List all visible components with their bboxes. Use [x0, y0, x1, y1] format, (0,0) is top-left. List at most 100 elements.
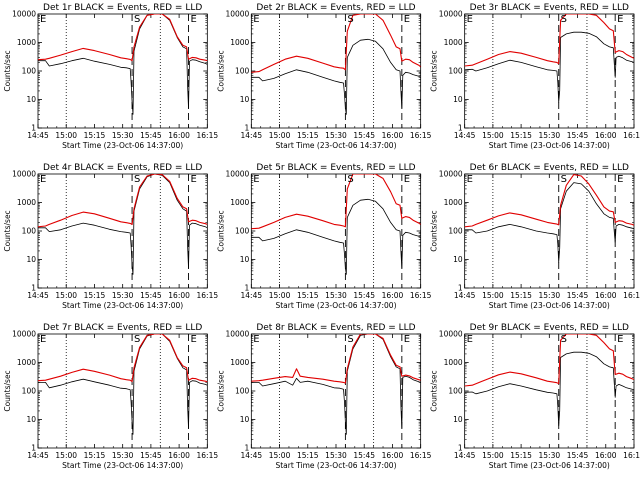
lld-series-line — [251, 14, 421, 73]
events-series-line — [251, 334, 421, 435]
x-tick-label: 16:00 — [382, 291, 404, 300]
x-tick-label: 16:15 — [197, 291, 219, 300]
y-tick-label: 10000 — [439, 170, 463, 179]
flag-label: S — [347, 174, 353, 185]
x-tick-label: 15:45 — [567, 451, 589, 460]
plot-frame — [250, 333, 422, 449]
x-axis-label: Start Time (23-Oct-06 14:37:00) — [489, 461, 610, 470]
flag-label: E — [190, 334, 196, 345]
x-tick-label: 15:45 — [567, 131, 589, 140]
x-tick-label: 16:00 — [382, 131, 404, 140]
y-axis-label: Counts/sec — [430, 370, 439, 411]
flag-label: E — [40, 334, 46, 345]
y-axis-label: Counts/sec — [216, 50, 225, 91]
x-tick-label: 14:45 — [454, 291, 476, 300]
x-axis-label: Start Time (23-Oct-06 14:37:00) — [62, 141, 183, 150]
x-tick-label: 15:00 — [55, 131, 77, 140]
y-tick-label: 1 — [245, 284, 250, 293]
plot-frame — [464, 173, 635, 289]
x-tick-label: 15:45 — [353, 291, 375, 300]
detector-panel: Det 3r BLACK = Events, RED = LLD 1 10 100 10… — [430, 3, 640, 150]
x-tick-label: 15:45 — [353, 131, 375, 140]
flag-label: E — [190, 174, 196, 185]
x-tick-label: 15:45 — [567, 291, 589, 300]
y-tick-label: 1000 — [17, 198, 36, 207]
y-tick-label: 100 — [235, 227, 250, 236]
x-tick-label: 16:15 — [197, 131, 219, 140]
x-tick-label: 15:15 — [297, 451, 319, 460]
events-series-line — [251, 38, 421, 115]
y-tick-label: 100 — [448, 227, 463, 236]
events-series-line — [38, 334, 208, 435]
panel-title: Det 9r BLACK = Events, RED = LLD — [470, 323, 629, 333]
y-tick-label: 1000 — [230, 38, 249, 47]
x-tick-label: 15:15 — [84, 131, 106, 140]
events-series-line — [38, 14, 208, 115]
x-axis-label: Start Time (23-Oct-06 14:37:00) — [275, 461, 396, 470]
y-axis-label: Counts/sec — [430, 50, 439, 91]
flag-label: S — [347, 14, 353, 25]
flag-label: E — [40, 174, 46, 185]
y-tick-label: 10000 — [12, 10, 36, 19]
x-tick-label: 15:45 — [140, 291, 162, 300]
plot-frame — [37, 13, 208, 129]
y-tick-label: 10 — [26, 415, 36, 424]
flag-label: E — [253, 14, 259, 25]
plot-frame — [464, 333, 635, 449]
events-series-line — [464, 31, 634, 103]
lld-series-line — [464, 174, 634, 228]
flag-label: S — [561, 14, 567, 25]
events-series-line — [251, 198, 421, 275]
flag-label: S — [561, 174, 567, 185]
detector-panel: Det 1r BLACK = Events, RED = LLD 1 10 100 10… — [3, 3, 218, 150]
x-tick-label: 15:00 — [55, 291, 77, 300]
y-tick-label: 10000 — [439, 10, 463, 19]
y-tick-label: 10 — [453, 415, 463, 424]
flag-label: S — [561, 334, 567, 345]
x-tick-label: 15:15 — [297, 131, 319, 140]
x-tick-label: 16:15 — [197, 451, 219, 460]
lld-series-line — [464, 14, 634, 67]
flag-label: E — [467, 14, 473, 25]
flag-label: S — [134, 174, 140, 185]
x-tick-label: 16:00 — [595, 131, 617, 140]
y-tick-label: 1000 — [230, 198, 249, 207]
flag-label: E — [253, 174, 259, 185]
detector-panel: Det 4r BLACK = Events, RED = LLD 1 10 100 10… — [3, 163, 218, 310]
lld-series-line — [38, 174, 208, 228]
flag-label: E — [617, 174, 623, 185]
x-tick-label: 16:15 — [623, 131, 640, 140]
flag-label: E — [617, 334, 623, 345]
y-tick-label: 10000 — [225, 170, 249, 179]
flag-label: S — [134, 334, 140, 345]
flag-label: E — [190, 14, 196, 25]
x-tick-label: 15:15 — [510, 451, 532, 460]
flag-label: S — [347, 334, 353, 345]
plot-frame — [250, 13, 422, 129]
panel-title: Det 2r BLACK = Events, RED = LLD — [256, 3, 415, 13]
x-tick-label: 15:15 — [84, 291, 106, 300]
y-axis-label: Counts/sec — [3, 50, 12, 91]
events-series-line — [38, 174, 208, 275]
plot-frame — [250, 173, 422, 289]
detector-panel: Det 9r BLACK = Events, RED = LLD 1 10 100 10… — [430, 323, 640, 470]
x-axis-label: Start Time (23-Oct-06 14:37:00) — [489, 141, 610, 150]
y-tick-label: 1000 — [17, 38, 36, 47]
y-tick-label: 1 — [245, 124, 250, 133]
x-tick-label: 14:45 — [241, 451, 263, 460]
x-axis-label: Start Time (23-Oct-06 14:37:00) — [489, 301, 610, 310]
x-axis-label: Start Time (23-Oct-06 14:37:00) — [62, 461, 183, 470]
detector-panel: Det 5r BLACK = Events, RED = LLD 1 10 100 10… — [216, 163, 431, 310]
y-tick-label: 10 — [240, 95, 250, 104]
detector-panel: Det 6r BLACK = Events, RED = LLD 1 10 100 10… — [430, 163, 640, 310]
detector-panel: Det 8r BLACK = Events, RED = LLD 1 10 100 10… — [216, 323, 431, 470]
detector-panel: Det 2r BLACK = Events, RED = LLD 1 10 100 10… — [216, 3, 431, 150]
y-tick-label: 10 — [240, 255, 250, 264]
y-tick-label: 10 — [453, 95, 463, 104]
panel-title: Det 6r BLACK = Events, RED = LLD — [470, 163, 629, 173]
x-tick-label: 14:45 — [454, 131, 476, 140]
x-tick-label: 15:00 — [55, 451, 77, 460]
x-tick-label: 14:45 — [27, 291, 49, 300]
x-tick-label: 14:45 — [241, 291, 263, 300]
y-tick-label: 10 — [26, 95, 36, 104]
